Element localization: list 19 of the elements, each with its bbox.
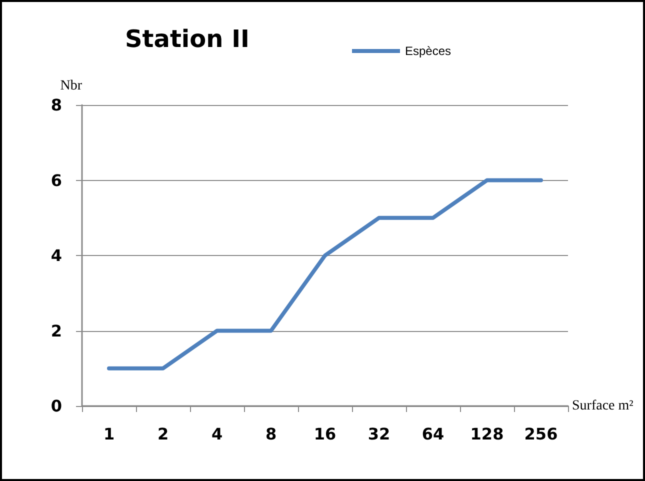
x-tick-label: 16 bbox=[314, 424, 336, 444]
y-tick-label: 4 bbox=[50, 246, 62, 265]
x-tick-label: 2 bbox=[157, 424, 169, 444]
y-tick-label: 6 bbox=[50, 170, 62, 190]
y-tick-label: 8 bbox=[50, 96, 62, 114]
x-tick-label: 256 bbox=[524, 424, 558, 444]
x-tick-label: 32 bbox=[368, 424, 390, 444]
y-axis-title: Nbr bbox=[60, 78, 82, 94]
chart-title: Station II bbox=[125, 25, 250, 53]
x-tick-label: 64 bbox=[422, 424, 444, 444]
x-tick-label: 4 bbox=[211, 424, 223, 444]
line-series bbox=[107, 178, 543, 370]
x-tick-label: 1 bbox=[103, 424, 115, 444]
y-tick-label: 0 bbox=[50, 396, 62, 416]
x-tick-label: 8 bbox=[265, 424, 277, 444]
x-tick-label: 128 bbox=[470, 424, 504, 444]
x-axis-title: Surface m² bbox=[572, 398, 634, 414]
y-tick-label: 2 bbox=[50, 321, 62, 340]
legend-label: Espèces bbox=[405, 44, 452, 58]
